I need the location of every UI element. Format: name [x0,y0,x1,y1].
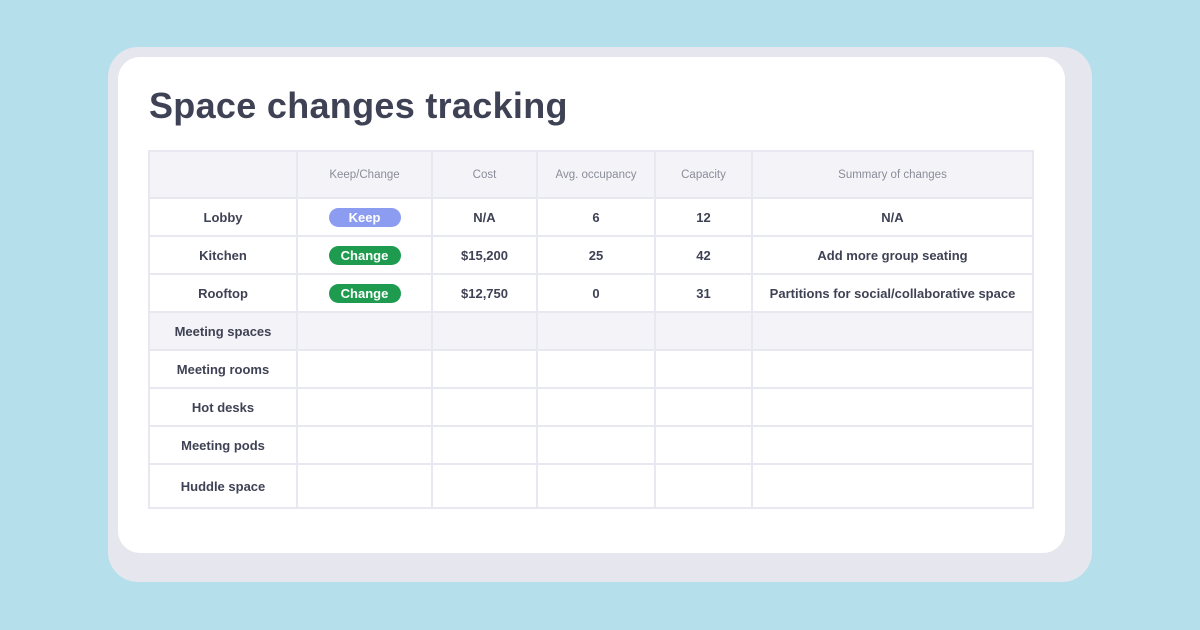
table-row: Meeting rooms [148,349,1034,389]
table-row: Lobby Keep N/A 6 12 N/A [148,197,1034,237]
table-row: Rooftop Change $12,750 0 31 Partitions f… [148,273,1034,313]
capacity-cell: 12 [654,197,753,237]
status-badge-change: Change [328,245,401,265]
cost-cell: N/A [431,197,538,237]
occupancy-cell: 6 [536,197,656,237]
table-row: Huddle space [148,463,1034,509]
status-badge-keep: Keep [328,207,401,227]
section-label: Meeting spaces [148,311,298,351]
header-avg-occupancy: Avg. occupancy [536,150,656,199]
capacity-cell: 31 [654,273,753,313]
cost-cell: $15,200 [431,235,538,275]
summary-cell: Partitions for social/collaborative spac… [751,273,1034,313]
space-name: Lobby [148,197,298,237]
table-row: Hot desks [148,387,1034,427]
cost-cell: $12,750 [431,273,538,313]
header-cost: Cost [431,150,538,199]
space-name: Hot desks [148,387,298,427]
space-name: Meeting pods [148,425,298,465]
section-row-meeting-spaces: Meeting spaces [148,311,1034,351]
space-name: Huddle space [148,463,298,509]
header-keep-change: Keep/Change [296,150,433,199]
space-name: Kitchen [148,235,298,275]
table-row: Meeting pods [148,425,1034,465]
table-row: Kitchen Change $15,200 25 42 Add more gr… [148,235,1034,275]
header-summary: Summary of changes [751,150,1034,199]
header-space [148,150,298,199]
summary-cell: Add more group seating [751,235,1034,275]
occupancy-cell: 25 [536,235,656,275]
occupancy-cell: 0 [536,273,656,313]
page-title: Space changes tracking [149,85,568,126]
capacity-cell: 42 [654,235,753,275]
status-badge-change: Change [328,283,401,303]
header-capacity: Capacity [654,150,753,199]
space-changes-table: Keep/Change Cost Avg. occupancy Capacity… [148,150,1034,509]
space-name: Rooftop [148,273,298,313]
table-header-row: Keep/Change Cost Avg. occupancy Capacity… [148,150,1034,199]
space-name: Meeting rooms [148,349,298,389]
summary-cell: N/A [751,197,1034,237]
